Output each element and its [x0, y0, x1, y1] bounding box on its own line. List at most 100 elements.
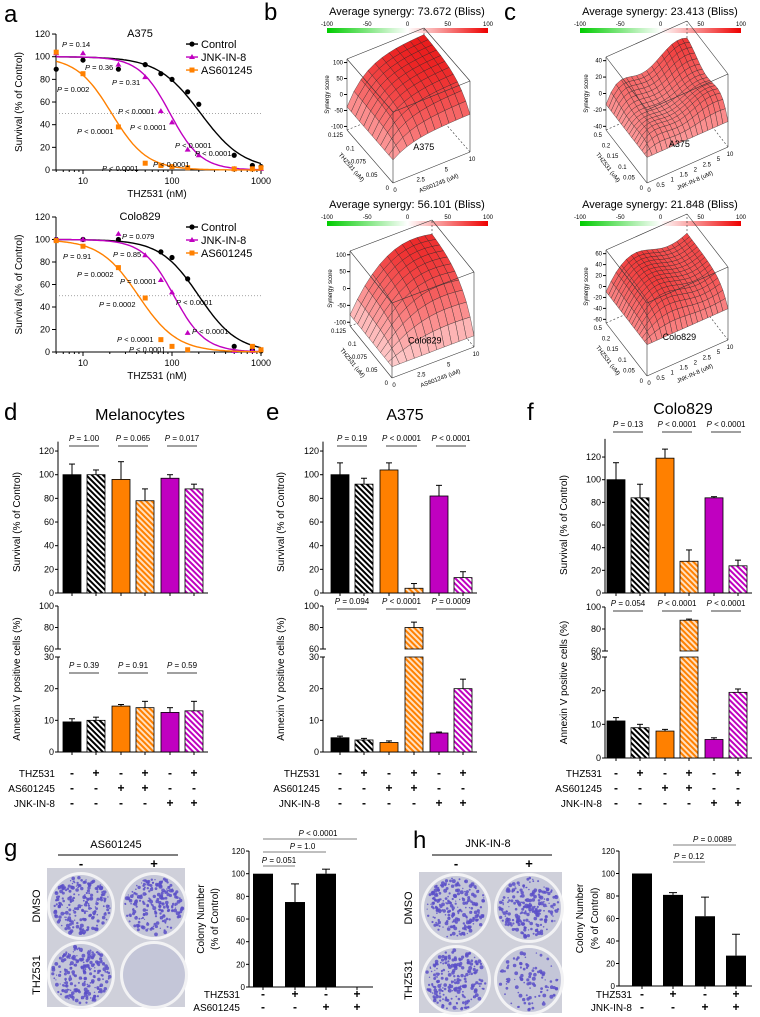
colony: [99, 985, 102, 988]
y-tick-label: 80: [40, 257, 50, 267]
colony: [61, 984, 64, 986]
legend-label: Control: [201, 222, 236, 234]
z-tick-label: -40: [593, 124, 602, 130]
data-point: [185, 276, 191, 282]
colony: [510, 922, 513, 924]
y-tick-label: 60: [606, 915, 615, 924]
colony: [434, 969, 436, 971]
colony: [150, 878, 153, 881]
x-tick-label: 2: [694, 167, 698, 173]
colony: [524, 926, 527, 929]
colony-bar: [663, 894, 683, 986]
colony: [537, 970, 540, 974]
colony: [69, 895, 72, 899]
p-value: < 0.0001: [663, 599, 697, 608]
colony: [129, 899, 131, 901]
colony: [98, 886, 103, 891]
colony: [426, 903, 429, 906]
y-tick-label: 30: [309, 652, 319, 662]
y-tick-label: 0.2: [602, 144, 611, 150]
colony: [85, 879, 87, 881]
colony: [96, 995, 99, 998]
y-tick-label: 80: [236, 892, 245, 901]
colony: [95, 951, 98, 954]
y-tick-label: 0: [596, 753, 601, 763]
colony: [458, 884, 461, 887]
colony: [126, 914, 129, 917]
z-tick-label: 0: [599, 285, 603, 291]
colony: [77, 876, 81, 880]
colony: [73, 988, 75, 990]
colony: [166, 889, 168, 891]
p-value: = 0.13: [618, 420, 643, 429]
colony: [501, 901, 503, 904]
colony: [461, 897, 464, 900]
colony: [474, 914, 479, 919]
annexin-bar: [453, 688, 473, 753]
condition-label: THZ531: [566, 769, 603, 780]
colony: [524, 910, 527, 913]
colony: [146, 887, 149, 890]
colony: [473, 894, 477, 898]
colony: [550, 919, 554, 923]
y-tick-label: 10: [44, 715, 54, 725]
colony: [545, 888, 550, 892]
p-value: = 0.0089: [698, 835, 732, 844]
p-symbol: P: [77, 127, 82, 136]
colony: [108, 907, 111, 909]
colony: [448, 983, 452, 987]
p-value: < 0.0001: [663, 420, 697, 429]
colony: [136, 884, 138, 887]
colony: [162, 914, 166, 918]
p-value: = 0.0002: [82, 270, 114, 279]
colony: [515, 927, 519, 932]
colony: [468, 884, 473, 888]
colony: [178, 897, 181, 900]
colony: [468, 973, 471, 975]
colony: [451, 877, 453, 880]
condition-label: JNK-IN-8: [279, 799, 321, 810]
colony: [447, 973, 452, 977]
colony: [83, 995, 86, 998]
colony: [519, 895, 522, 898]
p-value: < 0.0001: [134, 345, 166, 354]
condition-sign: -: [437, 781, 441, 795]
colony: [522, 952, 526, 956]
y-tick-label: 0: [640, 379, 644, 385]
colony: [152, 906, 157, 911]
box-edge: [605, 322, 648, 377]
y-tick-label: 0: [314, 588, 319, 598]
y-tick-label: 0.5: [594, 326, 603, 332]
colony: [431, 901, 435, 905]
colony: [86, 961, 88, 963]
colony: [506, 966, 509, 970]
colony: [89, 982, 92, 984]
colony: [499, 970, 502, 973]
colony: [91, 999, 94, 1002]
x-axis-label: AS601245 (uM): [420, 369, 461, 389]
colony: [69, 982, 73, 986]
p-value-label: P = 0.91: [63, 252, 91, 261]
colony: [523, 887, 525, 889]
colony: [66, 918, 70, 922]
colony: [504, 920, 509, 924]
colony: [462, 922, 465, 925]
colony: [82, 899, 85, 902]
colony: [531, 1002, 534, 1005]
colony: [135, 905, 138, 908]
y-tick-label: 0: [314, 747, 319, 757]
condition-label: JNK-IN-8: [561, 799, 603, 810]
colony: [500, 907, 504, 912]
colony: [164, 891, 168, 894]
colony: [68, 908, 72, 912]
colony: [540, 987, 543, 990]
condition-sign: +: [410, 781, 417, 795]
box-edge: [349, 325, 393, 379]
colony: [71, 991, 75, 995]
y-tick-label: 0.5: [594, 133, 603, 139]
colony: [106, 908, 110, 912]
data-point: [158, 162, 164, 168]
colony: [444, 977, 449, 981]
x-tick-label: 10: [473, 352, 480, 358]
box-edge: [646, 266, 729, 304]
